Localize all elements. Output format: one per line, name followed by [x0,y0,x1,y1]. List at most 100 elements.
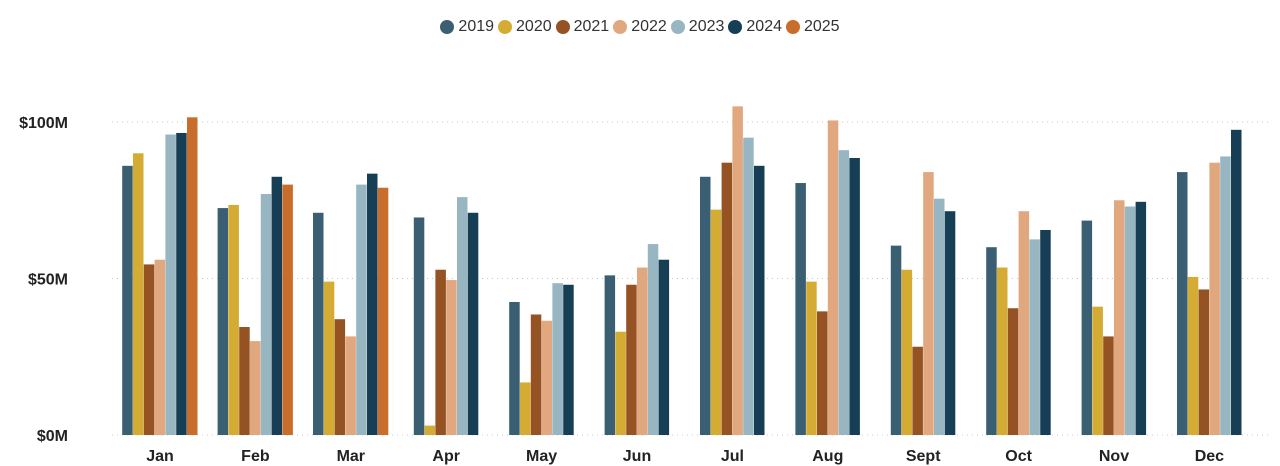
legend-swatch [555,20,570,34]
bar-mar-2021[interactable] [334,319,346,435]
legend-item-2019[interactable]: 2019 [440,18,494,36]
legend-swatch [670,20,685,34]
bar-dec-2022[interactable] [1209,162,1220,435]
bar-may-2019[interactable] [509,301,520,435]
bar-apr-2024[interactable] [467,212,479,435]
bar-jul-2021[interactable] [721,162,733,435]
bar-jan-2021[interactable] [143,264,155,435]
x-category-label: Aug [812,448,843,465]
bar-sept-2022[interactable] [923,172,934,435]
bar-feb-2020[interactable] [228,204,239,435]
bar-oct-2020[interactable] [997,267,1008,435]
bar-oct-2023[interactable] [1029,239,1040,435]
bar-oct-2019[interactable] [986,247,997,435]
bars [122,106,1242,436]
bar-aug-2021[interactable] [817,311,828,435]
x-category-label: May [526,448,557,465]
bar-jan-2019[interactable] [122,165,133,435]
bar-aug-2023[interactable] [838,150,850,436]
bar-jun-2020[interactable] [615,331,626,435]
bar-jan-2022[interactable] [154,259,166,435]
bar-nov-2024[interactable] [1135,201,1147,435]
bar-aug-2024[interactable] [849,157,860,435]
bar-dec-2023[interactable] [1220,156,1231,435]
bar-nov-2022[interactable] [1114,200,1125,435]
legend-item-2023[interactable]: 2023 [670,18,724,36]
bar-oct-2022[interactable] [1018,211,1030,435]
legend-label: 2024 [746,18,782,35]
bar-may-2020[interactable] [520,382,531,435]
bar-sept-2021[interactable] [912,346,923,435]
legend: 2019 2020 2021 2022 2023 2024 2025 [0,15,1280,39]
bar-apr-2021[interactable] [435,269,446,435]
bar-jan-2023[interactable] [165,134,176,435]
legend-item-2021[interactable]: 2021 [555,18,610,36]
bar-jun-2024[interactable] [658,259,670,435]
bar-apr-2019[interactable] [413,217,425,435]
bar-feb-2023[interactable] [260,193,272,435]
bar-jun-2023[interactable] [647,244,659,435]
bar-sept-2023[interactable] [934,198,945,435]
legend-label: 2025 [803,18,840,35]
bar-sept-2024[interactable] [944,211,956,435]
bar-feb-2019[interactable] [217,208,229,435]
legend-item-2020[interactable]: 2020 [498,18,552,36]
bar-may-2024[interactable] [563,284,574,435]
bar-dec-2020[interactable] [1187,276,1199,435]
bar-apr-2022[interactable] [446,280,457,435]
bar-aug-2020[interactable] [806,281,817,435]
bar-aug-2019[interactable] [795,183,806,435]
bar-jul-2020[interactable] [710,209,722,435]
legend-item-2024[interactable]: 2024 [728,18,782,36]
bar-jul-2023[interactable] [743,137,754,435]
bar-jul-2024[interactable] [754,165,765,435]
bar-feb-2021[interactable] [239,327,250,435]
bar-nov-2023[interactable] [1124,206,1136,435]
bar-feb-2025[interactable] [282,184,293,435]
bar-sept-2020[interactable] [901,269,913,435]
x-category-label: Oct [1005,448,1032,465]
bar-apr-2020[interactable] [424,425,436,435]
legend-label: 2020 [516,18,552,35]
legend-label: 2021 [573,18,610,35]
bar-may-2022[interactable] [541,320,553,435]
bar-dec-2021[interactable] [1198,289,1210,435]
legend-item-2025[interactable]: 2025 [785,18,840,36]
bar-dec-2019[interactable] [1177,172,1188,435]
bar-feb-2022[interactable] [250,341,261,435]
bar-jul-2022[interactable] [732,106,743,435]
bar-mar-2019[interactable] [313,212,324,435]
bar-jun-2022[interactable] [637,267,648,435]
x-category-label: Dec [1195,448,1224,465]
bar-oct-2024[interactable] [1040,229,1051,435]
x-category-label: Jul [721,448,744,465]
bar-mar-2020[interactable] [323,281,335,435]
bar-aug-2022[interactable] [827,120,839,435]
x-category-label: Mar [337,448,365,465]
bar-oct-2021[interactable] [1007,308,1019,435]
legend-item-2022[interactable]: 2022 [613,18,667,36]
grid-lines [112,121,1270,436]
legend-label: 2022 [631,18,667,35]
bar-jul-2019[interactable] [700,176,711,435]
bar-nov-2019[interactable] [1081,220,1093,435]
bar-jan-2020[interactable] [133,153,144,436]
bar-mar-2024[interactable] [367,173,378,435]
y-tick-label: $100M [19,115,68,132]
bar-may-2021[interactable] [530,314,542,435]
bar-may-2023[interactable] [552,283,563,435]
bar-dec-2024[interactable] [1231,129,1242,435]
bar-nov-2021[interactable] [1103,336,1114,435]
bar-mar-2022[interactable] [345,336,356,435]
bar-jan-2024[interactable] [176,132,187,435]
bar-mar-2023[interactable] [356,184,367,435]
bar-apr-2023[interactable] [457,197,468,435]
bar-sept-2019[interactable] [890,245,902,435]
x-category-label: Jan [146,448,174,465]
bar-mar-2025[interactable] [377,187,389,435]
bar-feb-2024[interactable] [271,176,283,435]
bar-jun-2021[interactable] [626,284,637,435]
bar-jan-2025[interactable] [187,117,198,436]
bar-nov-2020[interactable] [1092,306,1103,435]
bar-jun-2019[interactable] [604,275,616,435]
